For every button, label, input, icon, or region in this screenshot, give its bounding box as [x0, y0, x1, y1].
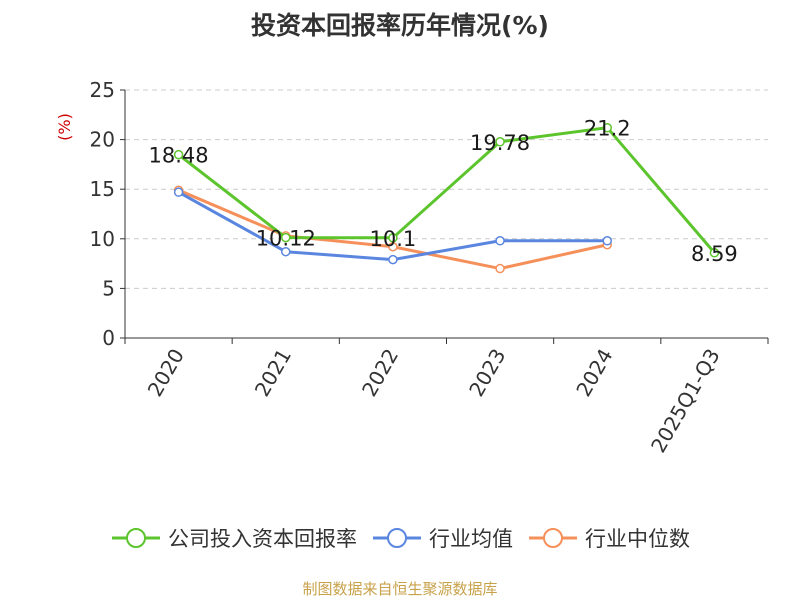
y-axis-label: (%): [55, 113, 74, 141]
axes: 0 5 10 15 20 25 (%) 2020 2021 2022 2023 2024 2025Q1-…: [55, 78, 769, 457]
data-label: 19.78: [470, 131, 530, 155]
data-point-company: [709, 248, 720, 258]
data-label: 10.1: [370, 227, 417, 251]
x-tick-label: 2022: [357, 345, 403, 401]
legend: 公司投入资本回报率 行业均值 行业中位数: [0, 520, 800, 556]
chart-title: 投资本回报率历年情况(%): [251, 11, 549, 40]
legend-line-circle-icon: [112, 528, 160, 548]
y-tick-label: 20: [90, 128, 115, 152]
data-point-industry_avg: [602, 236, 612, 246]
data-point-industry_median: [495, 263, 505, 274]
data-point-industry_avg: [281, 246, 291, 257]
data-point-company: [602, 122, 612, 133]
y-tick-label: 10: [90, 227, 115, 251]
x-tick-label: 2023: [464, 345, 510, 401]
legend-item-industry_avg: 行业均值: [371, 523, 513, 553]
data-point-industry_avg: [388, 254, 398, 265]
source-note: 制图数据来自恒生聚源数据库: [302, 580, 498, 598]
data-point-industry_avg: [173, 187, 184, 197]
x-tick-label: 2021: [250, 345, 296, 401]
legend-item-company: 公司投入资本回报率: [110, 523, 357, 553]
data-point-company: [281, 232, 291, 243]
y-tick-label: 15: [90, 177, 115, 201]
legend-item-industry_median: 行业中位数: [527, 523, 690, 553]
y-tick-label: 25: [90, 78, 115, 102]
x-tick-label: 2025Q1-Q3: [646, 345, 725, 457]
x-tick-label: 2024: [571, 345, 617, 401]
data-label: 18.48: [149, 144, 209, 168]
series-line-company: [177, 126, 716, 254]
data-label: 10.12: [256, 227, 316, 251]
data-label: 21.2: [584, 117, 631, 141]
data-point-company: [495, 137, 505, 147]
y-tick-label: 0: [102, 326, 115, 350]
legend-line-circle-icon: [373, 528, 421, 548]
y-tick-label: 5: [102, 276, 115, 300]
data-point-company: [388, 233, 398, 243]
data-label: 8.59: [691, 242, 738, 266]
data-point-industry_median: [388, 241, 398, 252]
legend-line-circle-icon: [529, 528, 577, 548]
data-point-industry_avg: [495, 236, 505, 246]
legend-label: 行业中位数: [585, 527, 690, 551]
x-tick-label: 2020: [143, 345, 189, 401]
series-group: [173, 122, 720, 274]
data-point-company: [173, 149, 184, 160]
legend-label: 公司投入资本回报率: [168, 527, 357, 551]
legend-label: 行业均值: [429, 527, 513, 551]
data-labels: 18.48 10.12 10.1 19.78 21.2 8.59: [149, 117, 738, 266]
